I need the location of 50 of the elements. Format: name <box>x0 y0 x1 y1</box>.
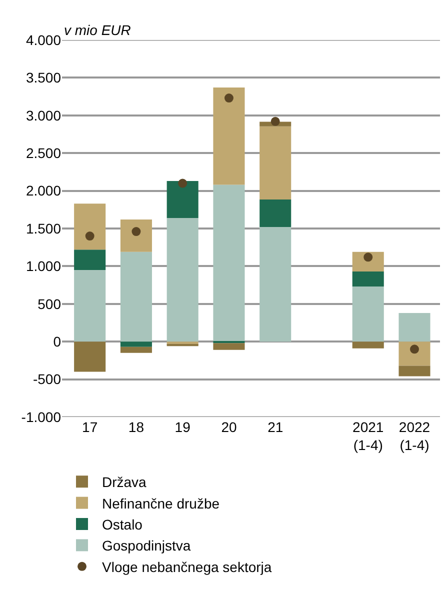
bar <box>260 199 292 227</box>
x-tick-label: 18 <box>128 419 144 435</box>
point <box>178 178 188 188</box>
bar <box>213 343 245 350</box>
x-tick-label: 2021 (1-4) <box>352 419 384 454</box>
bar <box>74 204 106 250</box>
y-axis-title: v mio EUR <box>64 22 131 38</box>
point <box>270 116 280 126</box>
bar <box>352 271 384 287</box>
bar <box>120 342 152 347</box>
x-tick-label: 21 <box>268 419 284 435</box>
legend-label: Država <box>102 474 147 490</box>
y-tick-label: 0 <box>53 334 62 350</box>
x-tick-label: 19 <box>174 419 191 435</box>
bar <box>120 252 152 342</box>
bar <box>166 218 198 342</box>
bar <box>398 312 430 342</box>
x-tick-label: 17 <box>82 419 98 435</box>
y-tick-label: 1.000 <box>26 258 62 274</box>
y-tick-label: 2.000 <box>26 182 62 199</box>
bar <box>74 250 106 270</box>
y-tick-label: 500 <box>38 296 62 312</box>
y-tick-label: 2.500 <box>26 145 62 161</box>
bar <box>398 366 430 376</box>
legend-label: Gospodinjstva <box>102 538 191 554</box>
point <box>224 94 234 103</box>
y-tick-label: -1.000 <box>21 408 62 425</box>
bar <box>74 342 106 372</box>
legend-label: Nefinančne družbe <box>102 495 220 512</box>
bar <box>74 270 106 342</box>
bar <box>166 181 198 218</box>
bar <box>352 342 384 348</box>
y-tick-label: 3.500 <box>26 70 62 86</box>
x-tick-label: 20 <box>221 419 237 435</box>
bar <box>213 88 245 185</box>
bar <box>120 346 152 353</box>
bar <box>398 342 430 366</box>
bar <box>352 286 384 342</box>
y-tick-label: 4.000 <box>26 32 62 48</box>
y-tick-label: -500 <box>32 371 62 388</box>
bar <box>260 226 292 342</box>
y-tick-label: 3.000 <box>26 107 62 124</box>
y-tick-label: 1.500 <box>26 220 62 236</box>
legend-label: Ostalo <box>102 516 143 532</box>
bar <box>260 126 292 200</box>
point <box>85 232 94 241</box>
bar <box>213 184 245 342</box>
bar <box>120 219 152 252</box>
legend-label: Vloge nebančnega sektorja <box>102 558 272 575</box>
x-tick-label: 2022 (1-4) <box>398 419 430 454</box>
